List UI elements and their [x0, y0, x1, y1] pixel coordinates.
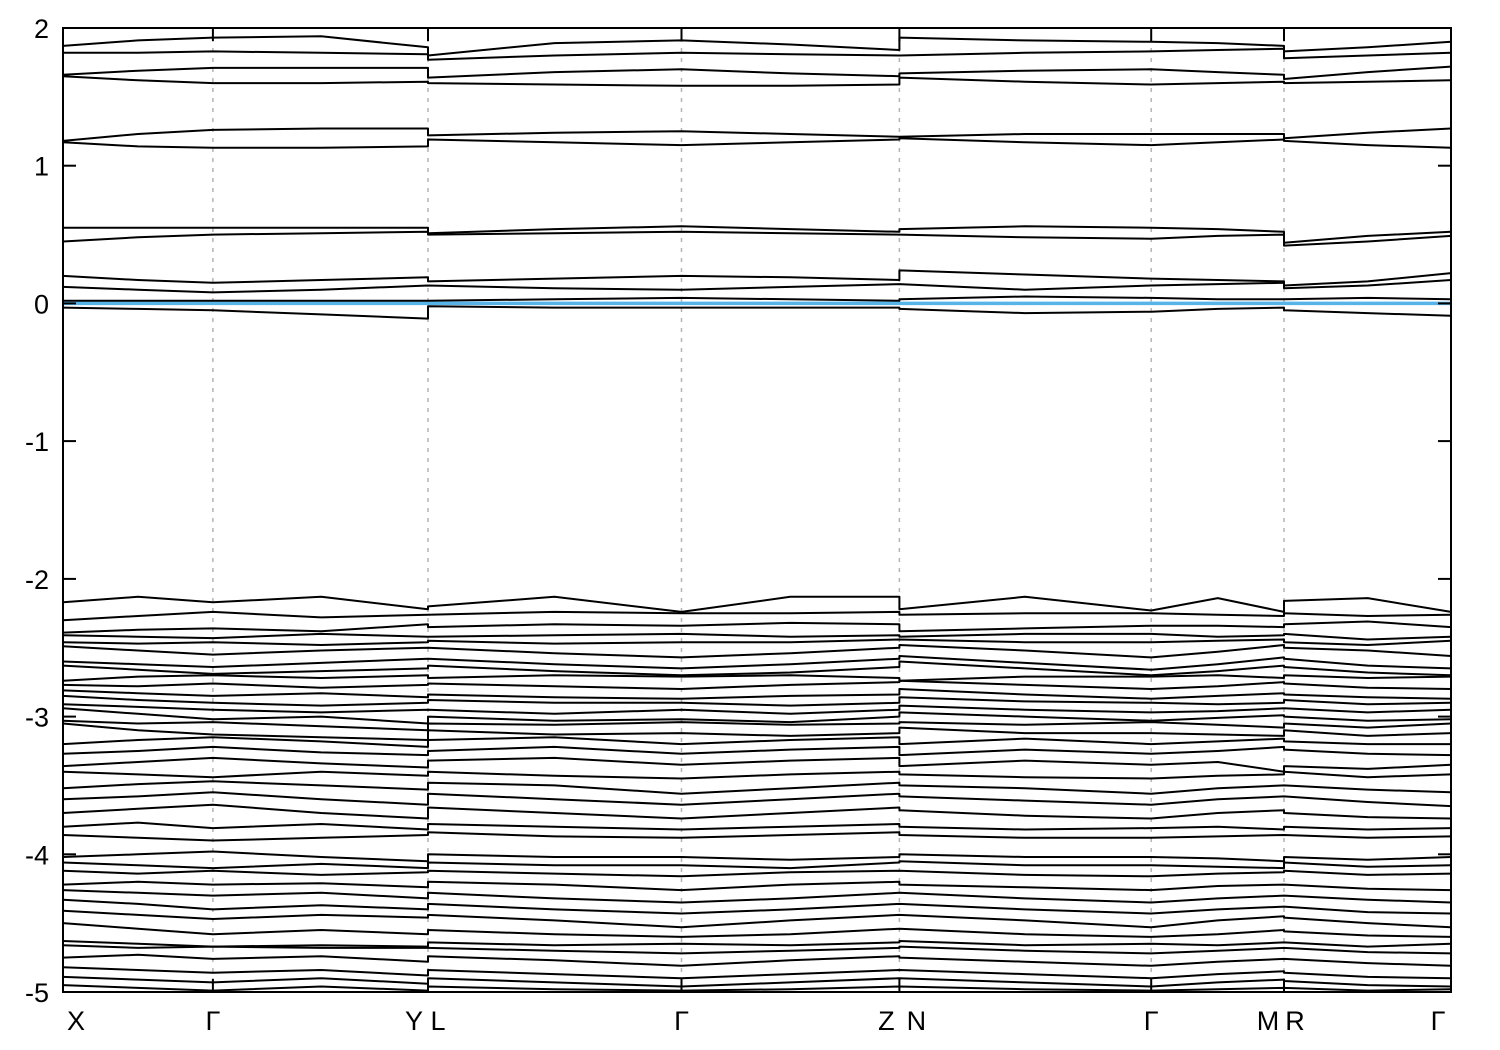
k-point-label: Γ — [205, 1006, 220, 1036]
band-line — [62, 638, 1452, 646]
band-line — [62, 679, 1452, 690]
k-point-label: M — [1257, 1006, 1280, 1036]
y-tick-label: -4 — [25, 840, 49, 870]
band-line — [62, 644, 1452, 659]
k-point-label: X — [67, 1006, 85, 1036]
k-point-label: L — [430, 1006, 445, 1036]
band-line — [62, 984, 1452, 992]
band-line — [62, 660, 1452, 677]
band-line — [62, 65, 1452, 80]
k-point-label: Γ — [1431, 1006, 1446, 1036]
band-line — [62, 966, 1452, 980]
band-line — [62, 632, 1452, 641]
band-line — [62, 674, 1452, 682]
band-line — [62, 722, 1452, 741]
band-line — [62, 707, 1452, 725]
band-line — [62, 821, 1452, 831]
y-tick-label: -1 — [25, 427, 49, 457]
band-line — [62, 279, 1452, 294]
band-line — [62, 137, 1452, 149]
band-line — [62, 975, 1452, 988]
band-line — [63, 47, 1452, 61]
band-line — [62, 620, 1452, 634]
band-line — [62, 595, 1452, 613]
band-line — [62, 944, 1452, 955]
y-tick-label: -2 — [25, 565, 49, 595]
band-line — [62, 889, 1452, 904]
band-line — [62, 922, 1452, 938]
band-line — [62, 610, 1452, 622]
band-line — [62, 35, 1452, 57]
band-line — [62, 940, 1452, 948]
y-tick-label: 1 — [34, 152, 49, 182]
band-line — [62, 831, 1452, 842]
band-line — [62, 850, 1452, 863]
band-line — [62, 75, 1452, 87]
y-tick-label: -5 — [25, 978, 49, 1008]
k-point-label: Γ — [674, 1006, 689, 1036]
k-point-label: Z — [878, 1006, 895, 1036]
band-line — [62, 869, 1452, 878]
k-point-label: R — [1285, 1006, 1305, 1036]
band-line — [62, 770, 1452, 780]
band-line — [62, 780, 1452, 795]
band-line — [62, 736, 1451, 748]
band-line — [62, 803, 1452, 820]
band-line — [63, 295, 1452, 302]
band-line — [62, 756, 1452, 773]
band-line — [62, 719, 1452, 732]
k-point-label: N — [907, 1006, 927, 1036]
grid-layer — [212, 28, 1285, 992]
band-line — [62, 909, 1452, 929]
y-tick-label: 2 — [34, 14, 49, 44]
band-line — [62, 230, 1452, 247]
band-line — [62, 688, 1452, 700]
y-tick-label: -3 — [25, 703, 49, 733]
y-tick-label: 0 — [34, 289, 49, 319]
band-line — [62, 305, 1452, 320]
k-point-label: Γ — [1144, 1006, 1159, 1036]
band-line — [62, 703, 1452, 715]
band-line — [62, 953, 1452, 967]
plot-border — [62, 27, 1452, 993]
y-tick-labels: 2 1 0 -1 -2 -3 -4 -5 — [25, 14, 49, 1008]
band-line — [62, 880, 1452, 892]
band-line — [62, 127, 1452, 142]
band-line — [62, 898, 1452, 915]
band-line — [62, 860, 1452, 870]
band-line — [62, 694, 1452, 707]
band-line — [62, 745, 1452, 757]
band-line — [62, 791, 1452, 808]
axis-ticks — [63, 27, 1451, 993]
bands-layer — [62, 35, 1452, 992]
k-point-label: Y — [405, 1006, 423, 1036]
band-line — [62, 655, 1452, 671]
